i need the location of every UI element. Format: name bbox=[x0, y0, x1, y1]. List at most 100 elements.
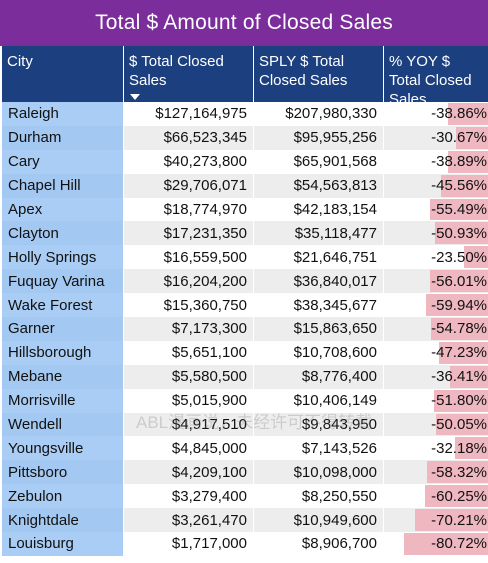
yoy-data-bar bbox=[440, 174, 488, 197]
cell-sply-total-closed-sales: $10,949,600 bbox=[254, 508, 384, 533]
cell-sply-total-closed-sales: $9,843,950 bbox=[254, 412, 384, 437]
yoy-data-bar bbox=[430, 198, 488, 221]
cell-sply-total-closed-sales: $65,901,568 bbox=[254, 149, 384, 174]
cell-city: Morrisville bbox=[2, 388, 124, 413]
yoy-data-bar bbox=[425, 485, 488, 508]
cell-sply-total-closed-sales: $42,183,154 bbox=[254, 197, 384, 222]
cell-yoy-total-closed-sales: -51.80% bbox=[384, 388, 488, 413]
table-row[interactable]: Louisburg $1,717,000 $8,906,700 -80.72% bbox=[2, 532, 488, 556]
cell-sply-total-closed-sales: $8,906,700 bbox=[254, 532, 384, 556]
cell-yoy-total-closed-sales: -59.94% bbox=[384, 293, 488, 318]
cell-yoy-total-closed-sales: -70.21% bbox=[384, 508, 488, 533]
yoy-data-bar bbox=[404, 533, 488, 555]
yoy-value: -56.01% bbox=[431, 272, 487, 290]
cell-city: Mebane bbox=[2, 364, 124, 389]
yoy-data-bar bbox=[450, 365, 488, 388]
table-body: Raleigh $127,164,975 $207,980,330 -38.86% Du… bbox=[2, 102, 488, 556]
table-row[interactable]: Wendell $4,917,510 $9,843,950 -50.05% bbox=[2, 412, 488, 437]
cell-total-closed-sales: $40,273,800 bbox=[124, 149, 254, 174]
cell-total-closed-sales: $7,173,300 bbox=[124, 317, 254, 341]
cell-yoy-total-closed-sales: -38.86% bbox=[384, 102, 488, 126]
cell-city: Raleigh bbox=[2, 102, 124, 126]
cell-total-closed-sales: $66,523,345 bbox=[124, 125, 254, 150]
table-row[interactable]: Wake Forest $15,360,750 $38,345,677 -59.94% bbox=[2, 293, 488, 318]
cell-city: Zebulon bbox=[2, 484, 124, 509]
table-row[interactable]: Apex $18,774,970 $42,183,154 -55.49% bbox=[2, 197, 488, 222]
sort-descending-icon bbox=[130, 94, 140, 100]
column-header-sply-total-closed-sales[interactable]: SPLY $ Total Closed Sales bbox=[254, 46, 384, 102]
cell-yoy-total-closed-sales: -45.56% bbox=[384, 173, 488, 198]
cell-yoy-total-closed-sales: -50.93% bbox=[384, 221, 488, 246]
cell-city: Clayton bbox=[2, 221, 124, 246]
yoy-value: -38.86% bbox=[431, 105, 487, 123]
yoy-value: -47.23% bbox=[431, 344, 487, 362]
yoy-data-bar bbox=[427, 461, 488, 484]
report-title: Total $ Amount of Closed Sales bbox=[0, 0, 488, 46]
cell-sply-total-closed-sales: $38,345,677 bbox=[254, 293, 384, 318]
table-row[interactable]: Raleigh $127,164,975 $207,980,330 -38.86% bbox=[2, 102, 488, 126]
column-header-label: $ Total Closed Sales bbox=[129, 53, 224, 89]
cell-city: Cary bbox=[2, 149, 124, 174]
cell-city: Apex bbox=[2, 197, 124, 222]
table-row[interactable]: Morrisville $5,015,900 $10,406,149 -51.80% bbox=[2, 388, 488, 413]
yoy-value: -36.41% bbox=[431, 368, 487, 386]
table-row[interactable]: Fuquay Varina $16,204,200 $36,840,017 -56.0… bbox=[2, 269, 488, 294]
yoy-data-bar bbox=[447, 150, 488, 173]
cell-yoy-total-closed-sales: -50.05% bbox=[384, 412, 488, 437]
cell-city: Hillsborough bbox=[2, 340, 124, 365]
cell-sply-total-closed-sales: $21,646,751 bbox=[254, 245, 384, 270]
cell-total-closed-sales: $15,360,750 bbox=[124, 293, 254, 318]
table-row[interactable]: Cary $40,273,800 $65,901,568 -38.89% bbox=[2, 149, 488, 174]
cell-sply-total-closed-sales: $10,708,600 bbox=[254, 340, 384, 365]
cell-yoy-total-closed-sales: -80.72% bbox=[384, 532, 488, 556]
cell-yoy-total-closed-sales: -36.41% bbox=[384, 364, 488, 389]
table-row[interactable]: Pittsboro $4,209,100 $10,098,000 -58.32% bbox=[2, 460, 488, 485]
cell-total-closed-sales: $3,279,400 bbox=[124, 484, 254, 509]
cell-city: Pittsboro bbox=[2, 460, 124, 485]
table-row[interactable]: Chapel Hill $29,706,071 $54,563,813 -45.56% bbox=[2, 173, 488, 198]
table-row[interactable]: Zebulon $3,279,400 $8,250,550 -60.25% bbox=[2, 484, 488, 509]
column-header-city[interactable]: City bbox=[2, 46, 124, 102]
table-row[interactable]: Youngsville $4,845,000 $7,143,526 -32.18% bbox=[2, 436, 488, 461]
cell-total-closed-sales: $5,015,900 bbox=[124, 388, 254, 413]
cell-sply-total-closed-sales: $15,863,650 bbox=[254, 317, 384, 341]
cell-yoy-total-closed-sales: -47.23% bbox=[384, 340, 488, 365]
column-header-yoy-total-closed-sales[interactable]: % YOY $ Total Closed Sales bbox=[389, 53, 472, 102]
yoy-value: -80.72% bbox=[431, 535, 487, 553]
cell-total-closed-sales: $5,651,100 bbox=[124, 340, 254, 365]
cell-sply-total-closed-sales: $10,406,149 bbox=[254, 388, 384, 413]
cell-total-closed-sales: $29,706,071 bbox=[124, 173, 254, 198]
yoy-value: -51.80% bbox=[431, 392, 487, 410]
yoy-data-bar bbox=[463, 246, 488, 269]
yoy-data-bar bbox=[456, 126, 488, 149]
cell-sply-total-closed-sales: $35,118,477 bbox=[254, 221, 384, 246]
yoy-value: -50.93% bbox=[431, 224, 487, 242]
column-header-total-closed-sales[interactable]: $ Total Closed Sales bbox=[124, 46, 254, 102]
table-row[interactable]: Holly Springs $16,559,500 $21,646,751 -23.5… bbox=[2, 245, 488, 270]
yoy-value: -70.21% bbox=[431, 511, 487, 529]
cell-city: Wendell bbox=[2, 412, 124, 437]
table-row[interactable]: Durham $66,523,345 $95,955,256 -30.67% bbox=[2, 125, 488, 150]
cell-total-closed-sales: $3,261,470 bbox=[124, 508, 254, 533]
cell-sply-total-closed-sales: $207,980,330 bbox=[254, 102, 384, 126]
table-row[interactable]: Knightdale $3,261,470 $10,949,600 -70.21% bbox=[2, 508, 488, 533]
cell-yoy-total-closed-sales: -32.18% bbox=[384, 436, 488, 461]
yoy-data-bar bbox=[431, 318, 488, 340]
yoy-value: -60.25% bbox=[431, 487, 487, 505]
table-row[interactable]: Mebane $5,580,500 $8,776,400 -36.41% bbox=[2, 364, 488, 389]
cell-total-closed-sales: $127,164,975 bbox=[124, 102, 254, 126]
sales-table: City $ Total Closed Sales SPLY $ Total C… bbox=[2, 46, 488, 556]
table-row[interactable]: Hillsborough $5,651,100 $10,708,600 -47.23% bbox=[2, 340, 488, 365]
cell-sply-total-closed-sales: $54,563,813 bbox=[254, 173, 384, 198]
yoy-data-bar bbox=[438, 341, 488, 364]
cell-yoy-total-closed-sales: -58.32% bbox=[384, 460, 488, 485]
cell-city: Wake Forest bbox=[2, 293, 124, 318]
yoy-data-bar bbox=[434, 389, 488, 412]
table-row[interactable]: Garner $7,173,300 $15,863,650 -54.78% bbox=[2, 317, 488, 341]
cell-total-closed-sales: $1,717,000 bbox=[124, 532, 254, 556]
yoy-value: -58.32% bbox=[431, 463, 487, 481]
table-row[interactable]: Clayton $17,231,350 $35,118,477 -50.93% bbox=[2, 221, 488, 246]
cell-yoy-total-closed-sales: -60.25% bbox=[384, 484, 488, 509]
cell-city: Durham bbox=[2, 125, 124, 150]
cell-yoy-total-closed-sales: -23.50% bbox=[384, 245, 488, 270]
